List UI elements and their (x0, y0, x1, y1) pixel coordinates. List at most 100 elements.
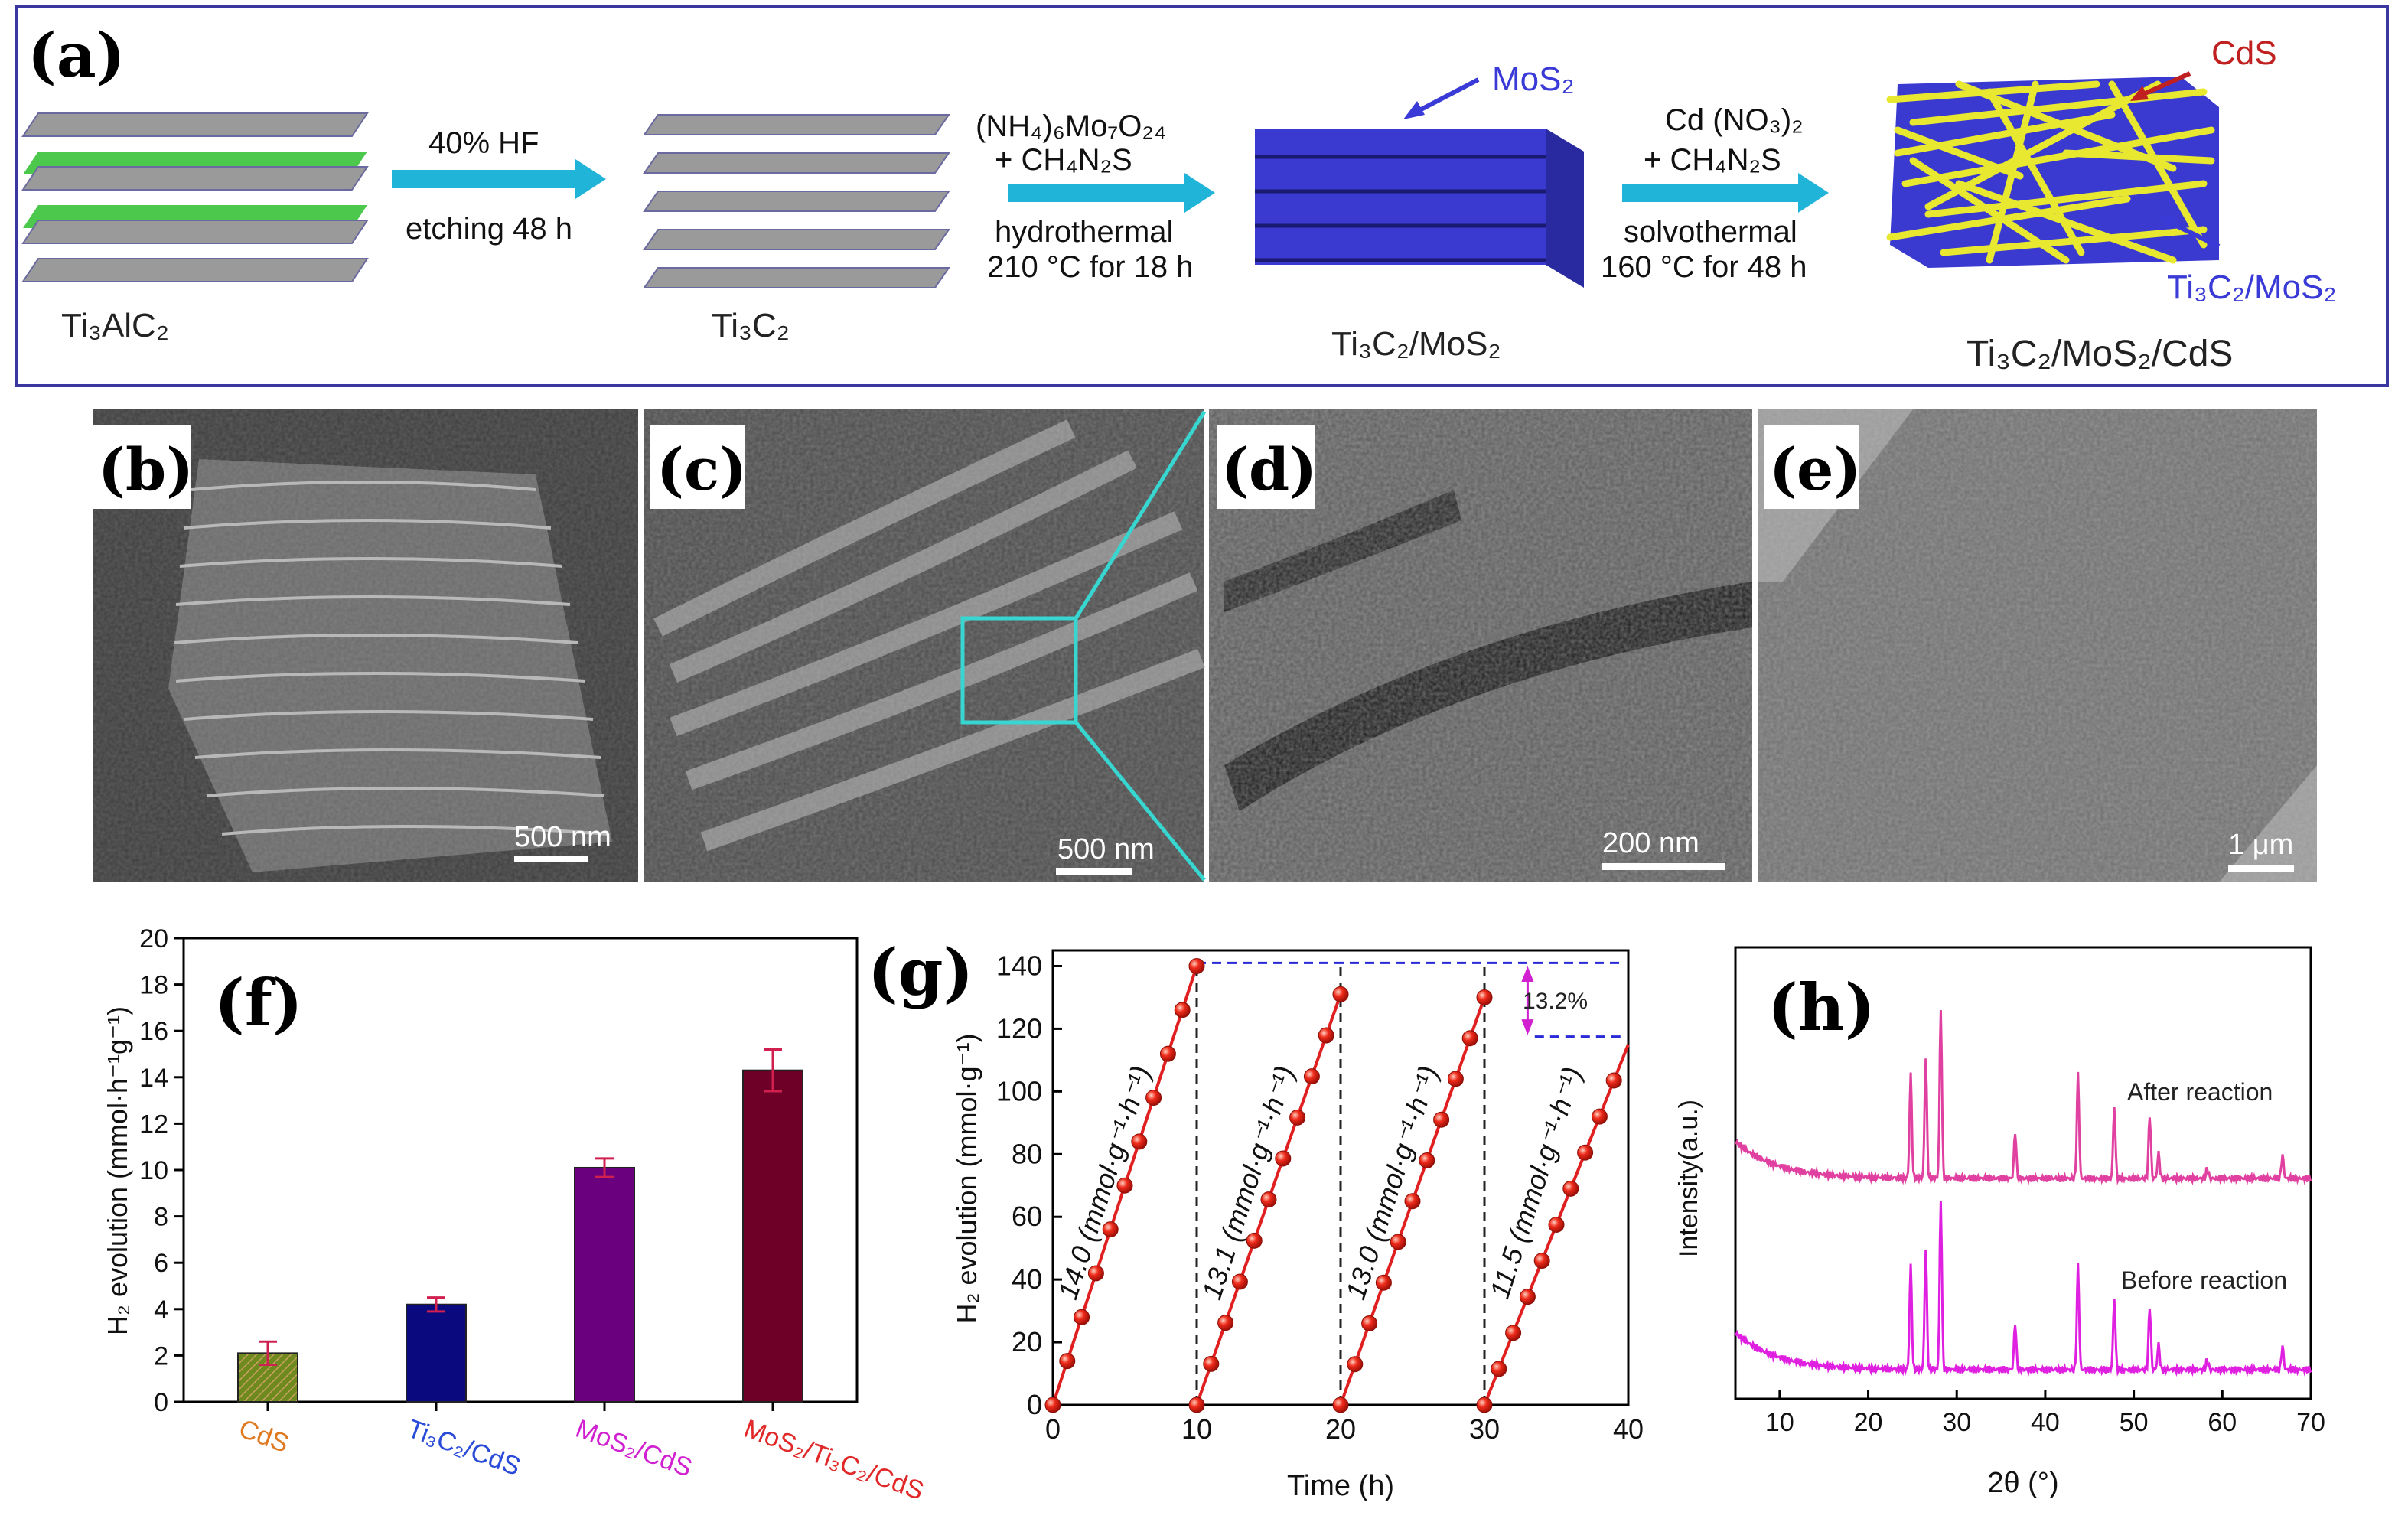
f-ytick-label: 2 (154, 1341, 168, 1370)
g-ytick-label: 20 (1012, 1326, 1042, 1357)
g-data-point (1217, 1315, 1234, 1331)
arrow-etching (392, 159, 606, 199)
zoom-line-bottom (1074, 721, 1206, 882)
g-data-point (1246, 1232, 1263, 1249)
panel-label-h: (h) (1768, 970, 1875, 1045)
g-data-point (1332, 986, 1349, 1002)
step2-line3: hydrothermal (995, 215, 1173, 249)
g-series-line (1483, 1080, 1616, 1406)
f-ylabel: H₂ evolution (mmol·h⁻¹g⁻¹) (102, 1006, 133, 1335)
g-data-point (1116, 1177, 1133, 1194)
scalebar-d (1602, 863, 1725, 870)
h-xtick-label: 30 (1942, 1408, 1971, 1437)
h-pattern-line (1734, 1201, 2312, 1377)
g-data-point (1303, 1068, 1320, 1085)
g-data-point (1347, 1356, 1364, 1373)
g-decay-arrowhead (1521, 966, 1534, 982)
h-xtick-label: 20 (1854, 1408, 1883, 1437)
h-axes: 10 20 30 40 50 60 70 (1765, 1390, 2325, 1437)
f-bar (574, 1166, 635, 1403)
label-box-b (93, 425, 191, 509)
g-xtick-label: 30 (1469, 1413, 1500, 1445)
g-data-point (1275, 1150, 1292, 1167)
g-data-point (1260, 1191, 1277, 1208)
g-data-point (1605, 1072, 1622, 1089)
f-category-label: Ti₃C₂/CdS (403, 1414, 524, 1481)
g-data-point (1361, 1315, 1378, 1331)
panel-label-f: (f) (214, 965, 303, 1041)
g-data-point (1375, 1274, 1392, 1291)
callout-mos2: MoS₂ (1492, 60, 1575, 98)
g-data-point (1505, 1325, 1522, 1341)
panel-label-g: (g) (868, 934, 973, 1010)
g-ytick-label: 0 (1027, 1389, 1042, 1420)
panel-label-d: (d) (1221, 435, 1317, 504)
f-ytick-label: 18 (139, 971, 168, 1000)
label-ti3alc2: Ti₃AlC₂ (61, 307, 169, 344)
zoom-line-top (1074, 410, 1207, 620)
ti3alc2-structure (21, 112, 369, 282)
callout-cds: CdS (2211, 34, 2277, 72)
g-xtick-label: 40 (1613, 1413, 1644, 1445)
g-rate-label: 14.0 (mmol·g⁻¹·h⁻¹) (1051, 1062, 1156, 1303)
panel-g-line-chart: (g) H₂ evolution (mmol·g⁻¹) Time (h) 0 10… (868, 934, 1644, 1502)
arrow-hydrothermal (1008, 173, 1215, 213)
f-ytick-label: 4 (154, 1295, 168, 1325)
f-bar (406, 1303, 467, 1403)
panel-label-c: (c) (657, 435, 747, 504)
f-ytick-label: 8 (154, 1203, 168, 1232)
g-data-point (1577, 1144, 1594, 1161)
g-data-point (1390, 1234, 1406, 1250)
g-xtick-label: 20 (1325, 1413, 1356, 1445)
g-data-point (1519, 1289, 1536, 1305)
f-bar (742, 1069, 803, 1403)
g-xtick-label: 0 (1045, 1413, 1061, 1445)
scalebar-b (514, 856, 588, 862)
panel-e-sem: (e) 1 μm (1758, 409, 2317, 882)
g-ytick-label: 120 (996, 1012, 1042, 1044)
ti3c2-structure (643, 114, 950, 288)
g-data-point (1461, 1030, 1478, 1047)
step2-line1: (NH₄)₆Mo₇O₂₄ (976, 109, 1166, 143)
g-ytick-label: 140 (996, 950, 1042, 981)
f-ytick-label: 6 (154, 1249, 168, 1278)
f-ytick-label: 16 (139, 1017, 168, 1046)
g-data-point (1159, 1045, 1176, 1062)
f-category-label: CdS (235, 1414, 292, 1458)
panel-label-a: (a) (28, 19, 125, 91)
g-data-point (1591, 1108, 1608, 1125)
f-x-axis: CdS Ti₃C₂/CdS MoS₂/CdS MoS₂/Ti₃C₂/CdS (235, 1402, 927, 1506)
g-data-point (1447, 1071, 1464, 1087)
g-decay-arrowhead (1521, 1019, 1534, 1035)
g-data-point (1433, 1111, 1450, 1128)
f-ytick-label: 12 (139, 1110, 168, 1139)
label-ti3c2-mos2: Ti₃C₂/MoS₂ (1331, 325, 1501, 363)
g-data-point (1332, 1397, 1349, 1413)
g-xlabel: Time (h) (1287, 1470, 1394, 1502)
f-category-label: MoS₂/CdS (572, 1414, 696, 1483)
h-xlabel: 2θ (°) (1987, 1467, 2058, 1499)
g-data-point (1188, 1397, 1205, 1413)
h-xtick-label: 10 (1765, 1408, 1794, 1437)
panel-h-xrd-chart: (h) Intensity(a.u.) 2θ (°) 10 20 30 40 50 60 7… (1674, 946, 2325, 1499)
zoom-box (960, 616, 1078, 725)
g-rate-label: 13.1 (mmol·g⁻¹·h⁻¹) (1195, 1062, 1300, 1303)
g-data-point (1174, 1002, 1191, 1018)
g-data-point (1044, 1397, 1061, 1413)
g-data-point (1102, 1221, 1119, 1238)
h-xtick-label: 60 (2208, 1408, 2237, 1437)
ti3c2-mos2-cds-structure (1886, 77, 2219, 268)
label-ti3c2-mos2-cds: Ti₃C₂/MoS₂/CdS (1966, 334, 2233, 374)
step3-line2: + CH₄N₂S (1644, 143, 1781, 177)
scalebar-e (2228, 865, 2294, 872)
g-data-point (1476, 989, 1493, 1005)
g-annotation: 13.2% (1523, 989, 1588, 1014)
h-xtick-label: 40 (2031, 1408, 2060, 1437)
h-xtick-label: 50 (2120, 1408, 2149, 1437)
scale-label-e: 1 μm (2228, 829, 2293, 861)
g-rate-label: 13.0 (mmol·g⁻¹·h⁻¹) (1339, 1062, 1444, 1303)
g-data-point (1188, 957, 1205, 974)
h-series-label-after: After reaction (2127, 1078, 2273, 1106)
g-data-point (1533, 1253, 1550, 1269)
step3-line3: solvothermal (1624, 215, 1797, 249)
